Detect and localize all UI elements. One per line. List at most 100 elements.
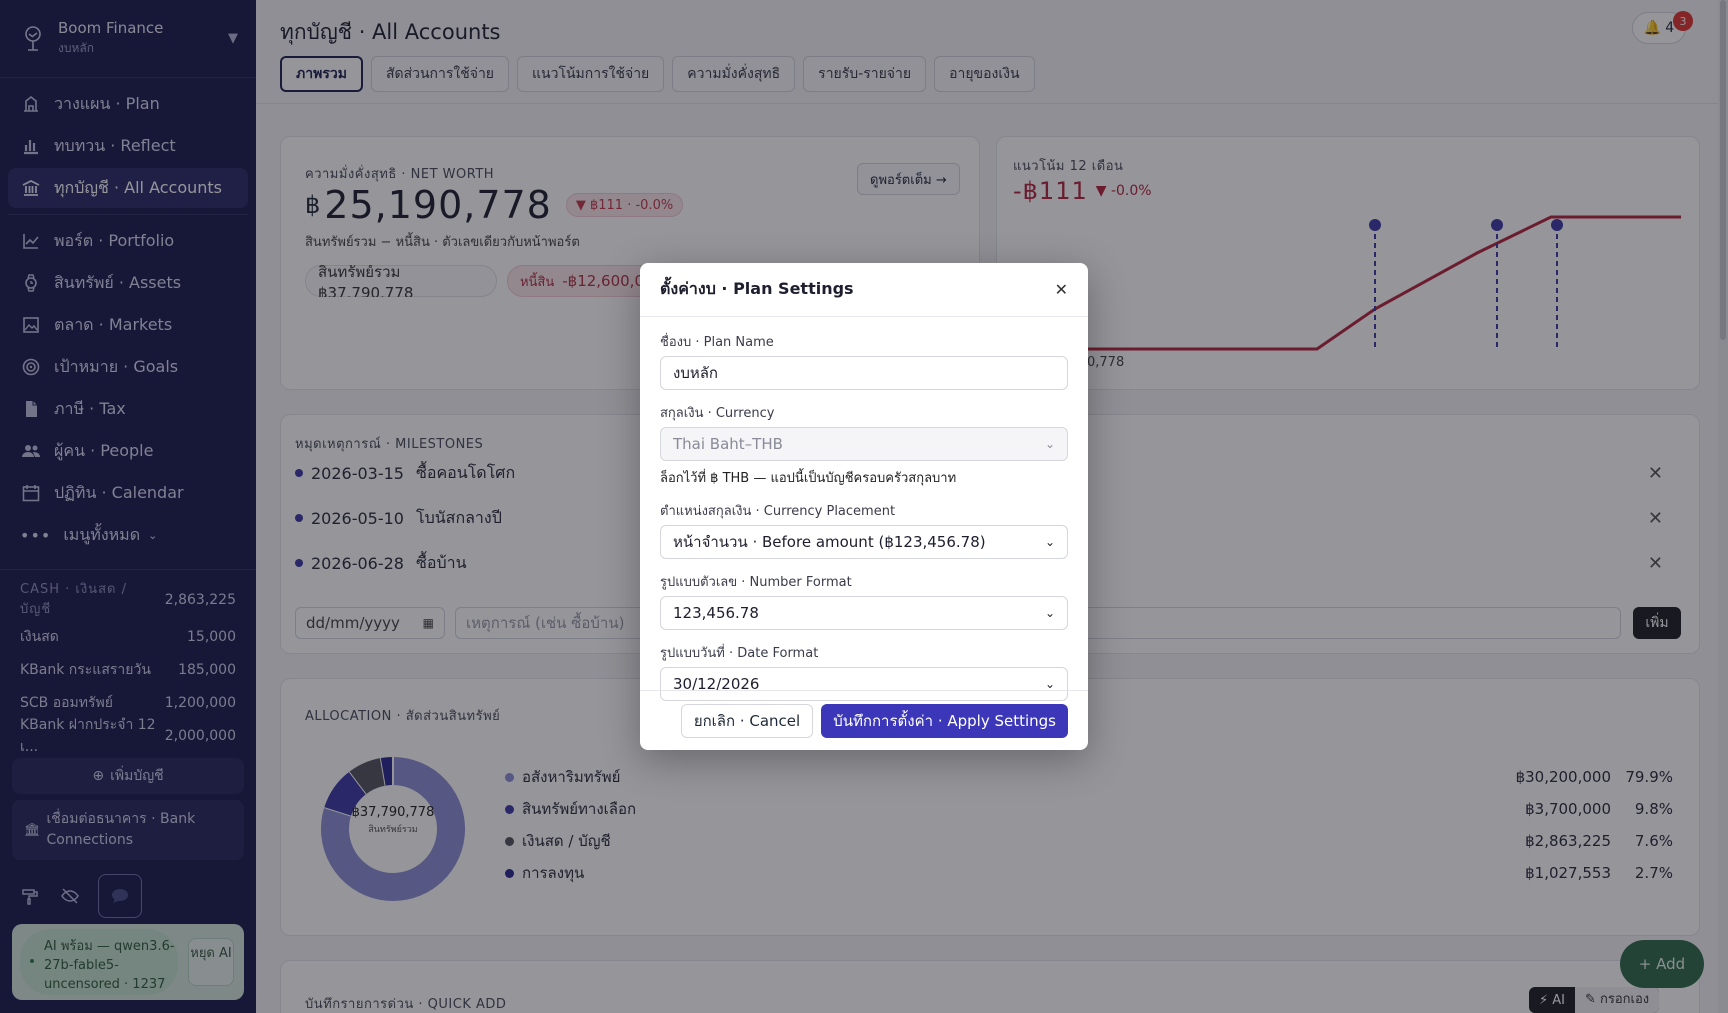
milestone-marker-dot — [1551, 219, 1563, 231]
currency-placement-select[interactable]: หน้าจำนวน · Before amount (฿123,456.78) ⌄ — [660, 525, 1068, 559]
date-format-label: รูปแบบวันที่ · Date Format — [660, 646, 819, 661]
ai-mode-button[interactable]: ⚡ AI — [1539, 992, 1565, 1008]
cancel-button[interactable]: ยกเลิก · Cancel — [680, 703, 814, 738]
page-scrollbar[interactable] — [1718, 0, 1728, 1013]
calendar-icon: ▦ — [422, 616, 434, 630]
cash-header: CASH · เงินสด / บัญชี 2,863,225 — [20, 580, 236, 620]
cash-account-row[interactable]: เงินสด 15,000 — [20, 620, 236, 653]
status-dot-icon — [30, 959, 34, 963]
delete-milestone-icon[interactable]: ✕ — [1647, 507, 1663, 529]
sidebar-item-calendar[interactable]: ปฏิทิน · Calendar — [8, 473, 248, 513]
chevron-down-icon: ⌄ — [148, 528, 158, 542]
chevron-down-icon[interactable]: ▼ — [228, 31, 238, 46]
stop-ai-button[interactable]: หยุด AI — [188, 938, 234, 986]
sidebar-item-all-accounts[interactable]: ทุกบัญชี · All Accounts — [8, 168, 248, 208]
sidebar-item-label: ตลาด · Markets — [54, 314, 173, 334]
paint-roller-icon[interactable] — [18, 884, 42, 908]
sidebar-item-markets[interactable]: ตลาด · Markets — [8, 305, 248, 345]
org-switcher[interactable]: Boom Finance งบหลัก ▼ — [0, 0, 256, 78]
view-portfolio-button[interactable]: ดูพอร์ตเต็ม → — [857, 163, 960, 195]
tab-overview[interactable]: ภาพรวม — [280, 56, 363, 92]
people-icon — [20, 440, 42, 462]
cash-account-row[interactable]: KBank ฝากประจำ 12 เ... 2,000,000 — [20, 717, 236, 755]
donut-center-value: ฿37,790,778 — [351, 805, 435, 820]
cash-account-row[interactable]: KBank กระแสรายวัน 185,000 — [20, 653, 236, 686]
allocation-row: สินทรัพย์ทางเลือก ฿3,700,000 9.8% — [505, 797, 1673, 821]
cash-account-row[interactable]: SCB ออมทรัพย์ 1,200,000 — [20, 686, 236, 719]
tab-spending-share[interactable]: สัดส่วนการใช้จ่าย — [370, 56, 510, 92]
sidebar-item-people[interactable]: ผู้คน · People — [8, 431, 248, 471]
account-amount: 2,000,000 — [164, 727, 236, 744]
number-format-select[interactable]: 123,456.78 ⌄ — [660, 596, 1068, 630]
account-name: KBank กระแสรายวัน — [20, 661, 151, 678]
date-format-value: 30/12/2026 — [673, 675, 760, 693]
sidebar-item-portfolio[interactable]: พอร์ต · Portfolio — [8, 221, 248, 261]
notifications-button[interactable]: 🔔 4 3 — [1632, 11, 1693, 44]
sidebar-item-tax[interactable]: ภาษี · Tax — [8, 389, 248, 429]
page-title: ทุกบัญชี · All Accounts — [280, 20, 501, 44]
sidebar-item-goals[interactable]: เป้าหมาย · Goals — [8, 347, 248, 387]
chat-icon[interactable] — [98, 874, 142, 918]
allocation-row: เงินสด / บัญชี ฿2,863,225 7.6% — [505, 829, 1673, 853]
all-menu-toggle[interactable]: ••• เมนูทั้งหมด ⌄ — [8, 515, 248, 555]
eye-off-icon[interactable] — [58, 884, 82, 908]
trend-value: -฿111 — [1013, 177, 1088, 205]
sidebar-item-assets[interactable]: สินทรัพย์ · Assets — [8, 263, 248, 303]
tab-net-worth[interactable]: ความมั่งคั่งสุทธิ — [672, 56, 796, 92]
net-worth-sub: สินทรัพย์รวม − หนี้สิน · ตัวเลขเดียวกับห… — [305, 235, 580, 250]
allocation-amount: ฿3,700,000 — [1525, 800, 1611, 818]
total-assets-chip: สินทรัพย์รวม ฿37,790,778 — [305, 265, 497, 297]
bank-icon — [20, 177, 42, 199]
plan-name-input[interactable]: งบหลัก — [660, 356, 1068, 390]
net-worth-delta: ▼ ฿111 · -0.0% — [565, 193, 684, 217]
account-name: KBank ฝากประจำ 12 เ... — [20, 716, 156, 755]
delete-milestone-icon[interactable]: ✕ — [1647, 552, 1663, 574]
date-format-select[interactable]: 30/12/2026 ⌄ — [660, 667, 1068, 701]
trend-line-chart — [997, 215, 1681, 351]
sidebar-item-reflect[interactable]: ทบทวน · Reflect — [8, 126, 248, 166]
dialog-header: ตั้งค่างบ · Plan Settings ✕ — [640, 263, 1088, 317]
donut-slice — [321, 757, 465, 901]
add-account-button[interactable]: ⊕ เพิ่มบัญชี — [12, 758, 244, 794]
tab-spending-trend[interactable]: แนวโน้มการใช้จ่าย — [517, 56, 665, 92]
allocation-pct: 79.9% — [1625, 768, 1673, 786]
sidebar-item-label: เป้าหมาย · Goals — [54, 356, 179, 376]
add-milestone-button[interactable]: เพิ่ม — [1633, 607, 1681, 639]
trend-axis-label: 0,778 — [1087, 355, 1125, 370]
manual-mode-button[interactable]: ✎ กรอกเอง — [1575, 987, 1660, 1013]
allocation-row: การลงทุน ฿1,027,553 2.7% — [505, 861, 1673, 885]
sidebar-item-plan[interactable]: วางแผน · Plan — [8, 84, 248, 124]
divider — [8, 214, 248, 215]
add-fab-button[interactable]: + Add — [1620, 940, 1704, 988]
milestone-text: ซื้อบ้าน — [415, 552, 467, 572]
quick-add-label: บันทึกรายการด่วน · QUICK ADD — [305, 997, 507, 1012]
event-placeholder: เหตุการณ์ (เช่น ซื้อบ้าน) — [466, 614, 625, 632]
delete-milestone-icon[interactable]: ✕ — [1647, 462, 1663, 484]
bank-icon: 🏛 — [24, 822, 41, 838]
chevron-down-icon: ⌄ — [1044, 437, 1055, 451]
legend-dot — [505, 836, 514, 846]
more-label: เมนูทั้งหมด — [63, 524, 141, 544]
allocation-card: ALLOCATION · สัดส่วนสินทรัพย์ ฿37,790,77… — [280, 678, 1700, 936]
currency-symbol: ฿ — [305, 191, 321, 219]
sidebar-tools — [0, 874, 142, 918]
account-name: SCB ออมทรัพย์ — [20, 694, 113, 711]
bank-connections-button[interactable]: 🏛 เชื่อมต่อธนาคาร · Bank Connections — [12, 800, 244, 860]
org-sub: งบหลัก — [58, 41, 95, 55]
tab-income-expense[interactable]: รายรับ-รายจ่าย — [803, 56, 927, 92]
close-icon[interactable]: ✕ — [1054, 280, 1068, 299]
plus-circle-icon: ⊕ — [92, 768, 105, 784]
milestone-text: โบนัสกลางปี — [415, 507, 502, 527]
ai-status-pill: AI พร้อม — qwen3.6-27b-fable5-uncensored… — [20, 929, 178, 995]
allocation-name: อสังหาริมทรัพย์ — [522, 768, 621, 786]
milestone-date-input[interactable]: dd/mm/yyyy ▦ — [295, 607, 445, 639]
tab-age-of-money[interactable]: อายุของเงิน — [934, 56, 1035, 92]
scrollbar-thumb[interactable] — [1720, 0, 1726, 340]
dialog-title: ตั้งค่างบ · Plan Settings — [660, 279, 854, 298]
bell-icon: 🔔 — [1643, 20, 1662, 36]
notification-count: 4 — [1665, 20, 1675, 36]
number-format-value: 123,456.78 — [673, 604, 759, 622]
apply-settings-button[interactable]: บันทึกการตั้งค่า · Apply Settings — [821, 703, 1068, 738]
milestone-text: ซื้อคอนโดโศก — [415, 462, 516, 482]
account-amount: 15,000 — [187, 628, 236, 645]
